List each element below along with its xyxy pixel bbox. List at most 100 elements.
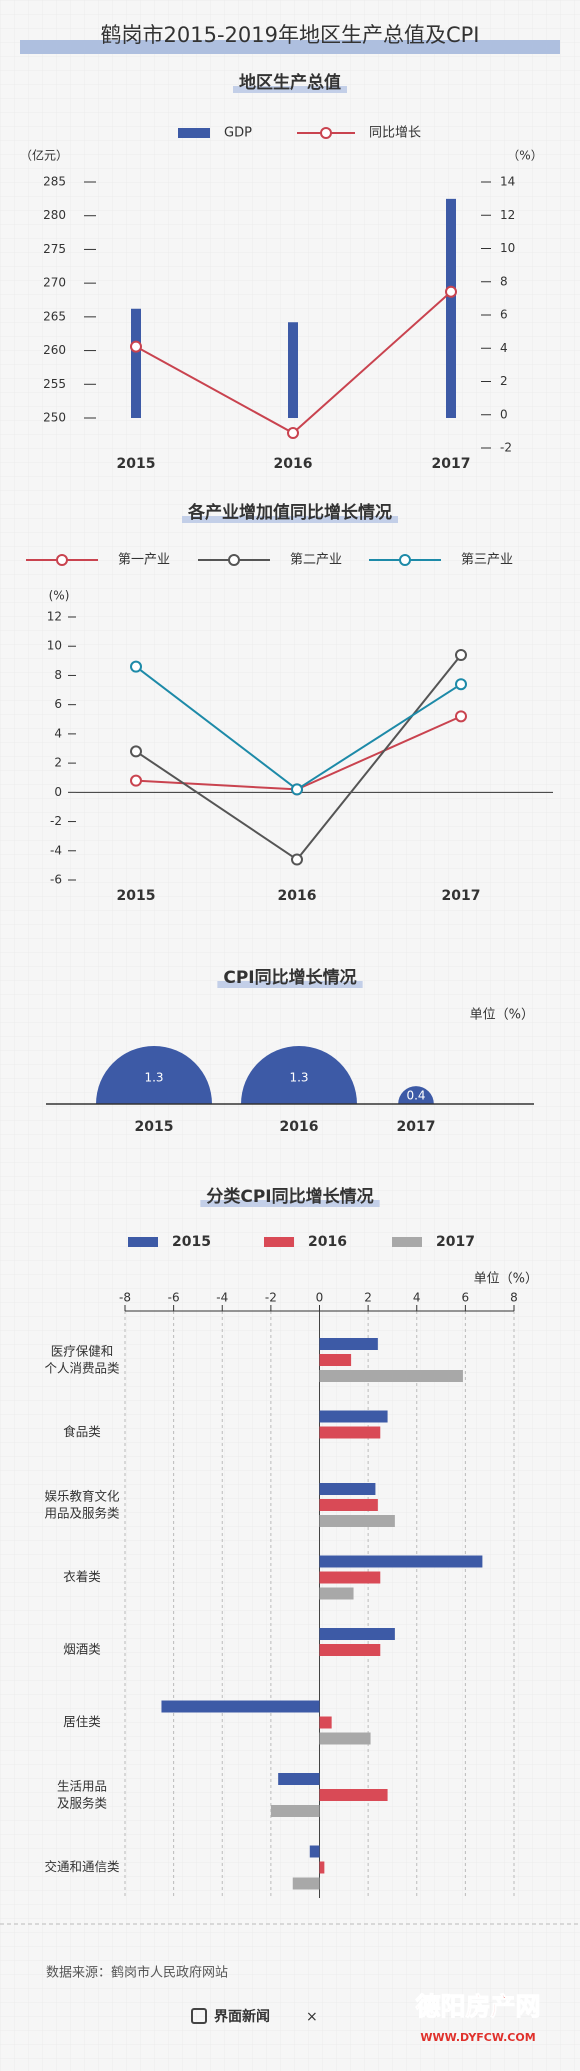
bar [319,1483,376,1495]
y-tick-label: 280 [43,208,66,222]
x-tick-label: 0 [316,1291,324,1305]
x-tick-label: 2016 [274,456,313,472]
y-tick-label: 285 [43,175,66,189]
y2-tick-label: 0 [500,407,508,421]
chart-title: 各产业增加值同比增长情况 [187,502,392,523]
y-tick-label: -2 [50,814,62,828]
y-tick-label: 275 [43,242,66,256]
point [455,678,467,691]
bar [161,1700,320,1713]
bar [319,1499,378,1511]
bar [309,1845,320,1858]
watermark-url: WWW.DYFCW.COM [420,2031,535,2044]
category-label: 交通和通信类 [44,1859,120,1874]
legend-marker [56,554,68,566]
y2-tick-label: 12 [500,208,515,222]
legend-swatch [264,1237,294,1247]
point [455,648,467,661]
point [287,427,299,440]
y-axis-label: (%) [49,589,70,603]
x-tick-label: 4 [413,1291,421,1305]
bar [278,1773,320,1785]
bar [319,1515,395,1527]
category-label: 生活用品及服务类 [57,1778,108,1810]
legend-marker [228,554,240,566]
y2-tick-label: 8 [500,274,508,288]
y-tick-label: 265 [43,309,66,323]
chart-title: CPI同比增长情况 [223,967,356,988]
bar [131,308,141,418]
bar [319,1628,395,1640]
watermark: 德阳房产网 [415,1992,540,2021]
bar [319,1370,463,1382]
legend-marker [320,127,332,139]
bar [319,1861,325,1874]
bar [319,1571,381,1584]
y2-tick-label: 4 [500,341,508,355]
bar [270,1805,320,1817]
legend-label: 同比增长 [369,126,421,141]
y-tick-label: 255 [43,377,66,391]
bar [319,1410,388,1423]
point [130,745,142,758]
x-tick-label: 2017 [432,456,471,472]
y-tick-label: -6 [50,873,62,887]
title-highlight [217,981,363,988]
bar [319,1644,381,1656]
legend-swatch [178,128,210,138]
title-highlight [200,1200,380,1207]
legend-label: 第三产业 [461,553,513,568]
point [130,340,142,353]
separator: × [306,2009,318,2025]
point [130,774,142,787]
bar [292,1877,320,1890]
y-tick-label: 2 [54,756,62,770]
x-tick-label: -8 [119,1291,131,1305]
x-tick-label: 2 [364,1291,372,1305]
bar [319,1732,371,1745]
x-tick-label: 2015 [117,888,156,904]
y-tick-label: 250 [43,411,66,425]
y2-tick-label: -2 [500,441,512,455]
y2-tick-label: 14 [500,175,515,189]
legend-swatch [128,1237,158,1247]
value-label: 0.4 [406,1088,425,1102]
value-label: 1.3 [144,1070,163,1084]
legend-label: 2015 [172,1234,211,1250]
x-tick-label: 8 [510,1291,518,1305]
y-tick-label: 10 [47,639,62,653]
y-tick-label: 4 [54,726,62,740]
chart-title: 地区生产总值 [239,72,341,93]
point [130,660,142,673]
page-title: 鹤岗市2015-2019年地区生产总值及CPI [101,23,480,47]
value-label: 1.3 [289,1070,308,1084]
x-tick-label: 2016 [280,1119,319,1135]
legend-label: 2016 [308,1234,347,1250]
unit-label: 单位（%） [474,1272,538,1287]
title-highlight [182,516,398,523]
point [455,710,467,723]
category-label: 居住类 [63,1714,101,1729]
title-bar [20,40,560,54]
y-tick-label: 12 [47,610,62,624]
chart-title: 分类CPI同比增长情况 [206,1186,373,1207]
semicircle [96,1046,212,1104]
y2-tick-label: 6 [500,308,508,322]
y-tick-label: 8 [54,668,62,682]
y-tick-label: 0 [54,785,62,799]
x-tick-label: -4 [216,1291,228,1305]
y2-tick-label: 10 [500,241,515,255]
point [445,285,457,298]
bar [319,1555,483,1568]
semicircle [241,1046,357,1104]
brand: 界面新闻 [214,2008,270,2025]
y2-tick-label: 2 [500,374,508,388]
x-tick-label: 2017 [442,888,481,904]
title-highlight [233,86,347,93]
legend-marker [399,554,411,566]
bar [319,1716,332,1729]
unit-label: 单位（%） [470,1008,534,1023]
y-tick-label: 6 [54,697,62,711]
